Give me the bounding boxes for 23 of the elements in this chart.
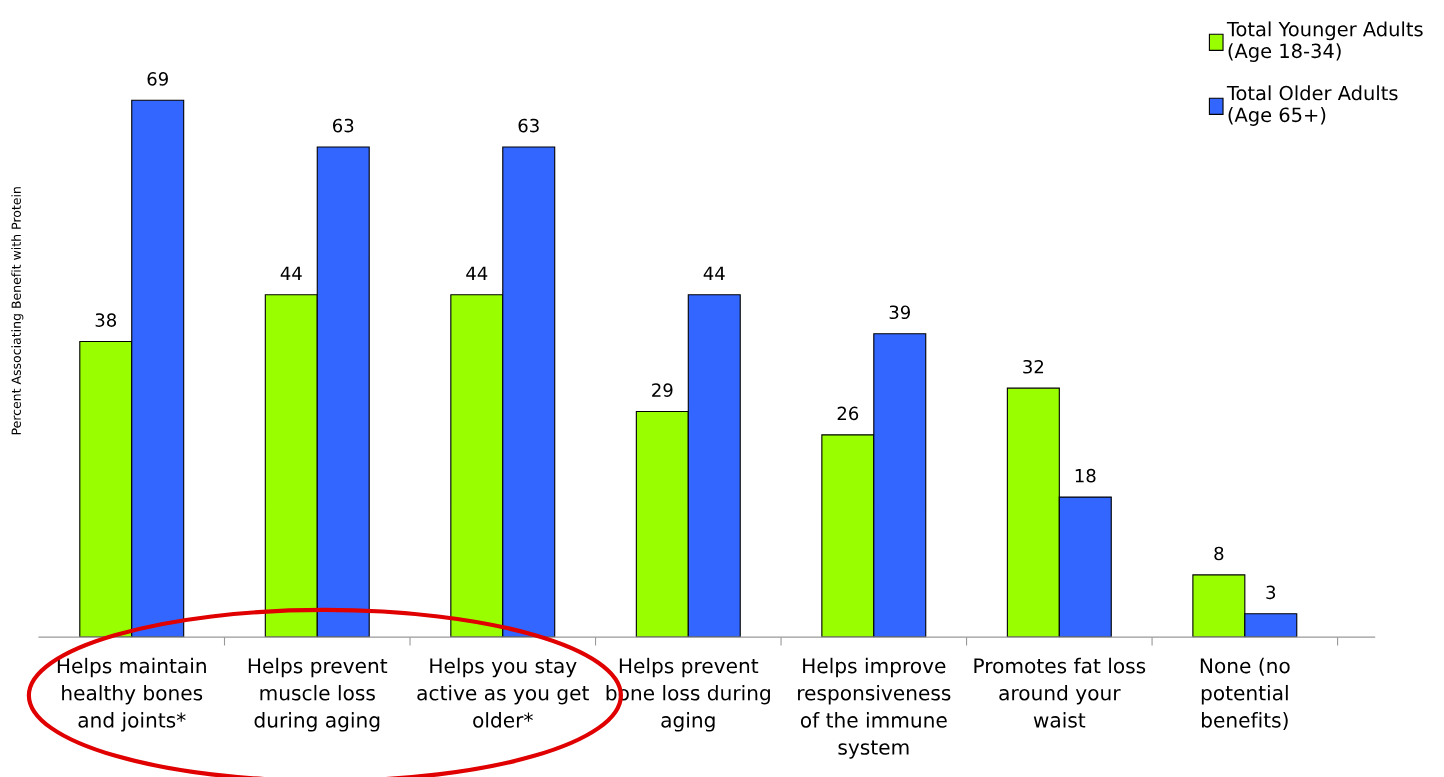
x-tick-label: Helps you stay active as you get older* xyxy=(417,657,589,728)
x-tick-label: Helps prevent muscle loss during aging xyxy=(248,657,388,732)
data-label: 26 xyxy=(837,406,859,421)
data-label: 29 xyxy=(652,383,673,397)
legend-label: Total Younger Adults (Age 18-34) xyxy=(1226,21,1423,62)
data-label: 44 xyxy=(466,266,488,280)
x-tick-label: None (no potential benefits) xyxy=(1200,657,1290,731)
data-label: 32 xyxy=(1023,359,1044,374)
data-label: 8 xyxy=(1214,546,1224,561)
y-axis-title: Percent Associating Benefit with Protein xyxy=(11,187,24,435)
data-label: 44 xyxy=(703,266,725,280)
data-label: 63 xyxy=(518,118,539,133)
data-label: 38 xyxy=(95,313,117,327)
data-label: 44 xyxy=(280,266,302,280)
x-tick-label: Promotes fat loss around your waist xyxy=(974,657,1146,728)
x-tick-label: Helps improve responsiveness of the immune system xyxy=(798,657,951,759)
data-label: 63 xyxy=(333,118,354,133)
legend-label: Total Older Adults (Age 65+) xyxy=(1226,85,1398,126)
data-label: 69 xyxy=(147,72,168,86)
data-label: 18 xyxy=(1075,468,1096,483)
data-label: 39 xyxy=(889,305,910,320)
x-tick-label: Helps maintain healthy bones and joints* xyxy=(57,657,206,732)
data-label: 3 xyxy=(1266,585,1276,600)
